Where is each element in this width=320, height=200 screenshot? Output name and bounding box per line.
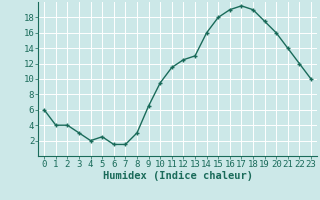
X-axis label: Humidex (Indice chaleur): Humidex (Indice chaleur) <box>103 171 252 181</box>
